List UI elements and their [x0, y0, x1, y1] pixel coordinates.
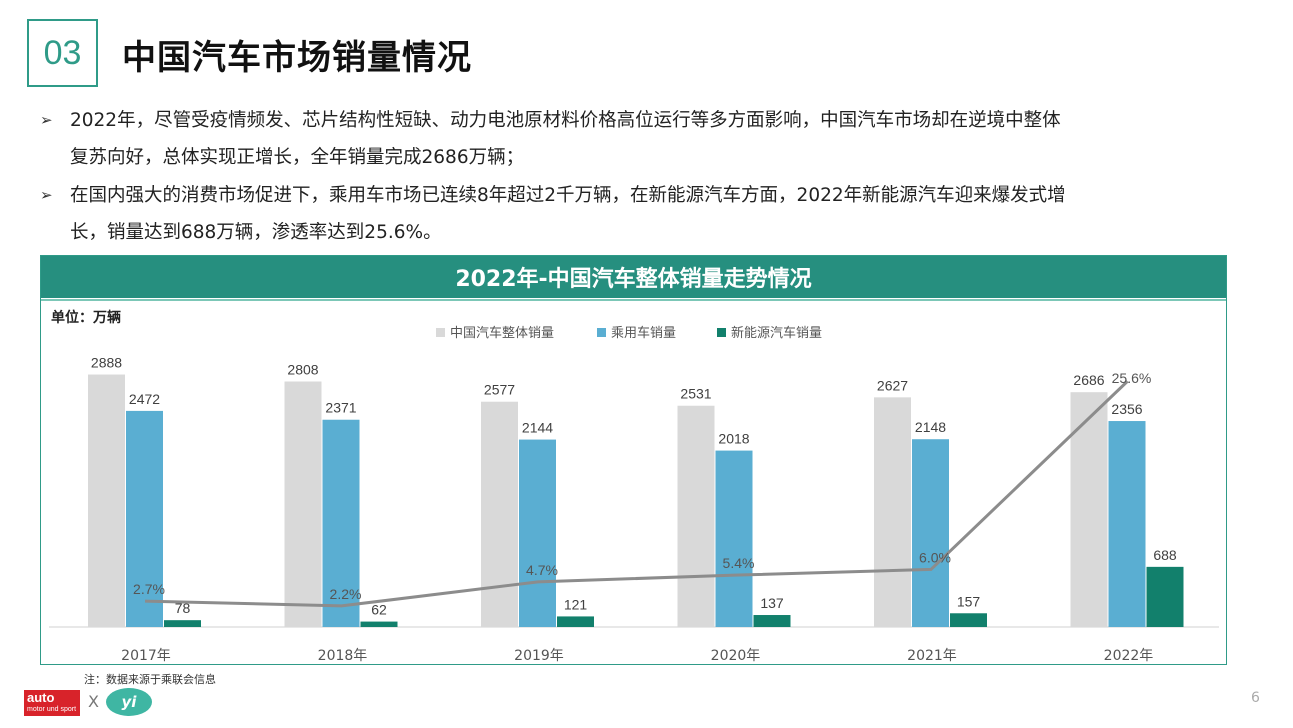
data-label: 2808	[287, 362, 318, 378]
data-label: 121	[564, 596, 588, 612]
bullet-list: ➢ 2022年，尽管受疫情频发、芯片结构性短缺、动力电池原材料价格高位运行等多方…	[40, 102, 1240, 252]
data-label: 2627	[877, 377, 908, 393]
bar-nev	[950, 613, 987, 627]
header-divider	[41, 299, 1226, 301]
bar-total	[874, 397, 911, 627]
legend-swatch-2	[597, 328, 606, 337]
chart-title: 2022年-中国汽车整体销量走势情况	[41, 256, 1226, 298]
data-label: 2686	[1073, 372, 1104, 388]
data-label: 137	[760, 595, 784, 611]
bar-passenger	[1108, 421, 1146, 627]
penetration-line	[144, 380, 1129, 608]
bar-total	[677, 405, 715, 627]
sales-chart: 中国汽车整体销量 乘用车销量 新能源汽车销量 2888 2472 78 2017年 2808 2…	[49, 325, 1219, 664]
x-tick-label: 2020年	[711, 648, 761, 664]
data-label: 2144	[522, 420, 553, 436]
page-number: 6	[1251, 690, 1260, 706]
auto-motor-sport-logo: auto motor und sport	[24, 690, 80, 716]
data-label: 157	[957, 593, 981, 609]
bar-nev	[1146, 566, 1184, 627]
bar-passenger	[519, 439, 556, 627]
unit-label: 单位：万辆	[51, 310, 121, 326]
data-label: 2577	[484, 382, 515, 398]
bar-passenger	[126, 410, 163, 627]
penetration-label: 6.0%	[919, 549, 951, 565]
data-label: 2371	[325, 400, 356, 416]
bar-total	[481, 401, 518, 627]
data-label: 78	[175, 600, 191, 616]
bar-nev	[164, 620, 201, 627]
data-label: 62	[371, 602, 387, 618]
penetration-label: 2.7%	[133, 581, 165, 597]
penetration-label: 2.2%	[330, 586, 362, 602]
data-label: 2472	[129, 391, 160, 407]
bar-nev	[360, 621, 398, 627]
bar-total	[284, 381, 322, 627]
section-number: 03	[27, 19, 98, 87]
x-tick-label: 2022年	[1104, 648, 1154, 664]
bullet-line: 2022年，尽管受疫情频发、芯片结构性短缺、动力电池原材料价格高位运行等多方面影…	[70, 110, 1061, 131]
data-label: 2148	[915, 419, 946, 435]
arrow-bullet-icon: ➢	[40, 111, 53, 129]
penetration-label: 5.4%	[723, 555, 755, 571]
penetration-label: 25.6%	[1112, 370, 1152, 386]
bar-total	[1070, 392, 1108, 627]
data-label: 2356	[1111, 401, 1142, 417]
legend-swatch-1	[436, 328, 445, 337]
data-label: 2018	[718, 431, 749, 447]
footnote: 注：数据来源于乘联会信息	[84, 673, 216, 686]
x-tick-label: 2021年	[907, 648, 957, 664]
logo-subtext: motor und sport	[27, 706, 77, 713]
legend-swatch-3	[717, 328, 726, 337]
logo-separator: X	[88, 692, 99, 711]
bullet-line: 在国内强大的消费市场促进下，乘用车市场已连续8年超过2千万辆，在新能源汽车方面，…	[70, 185, 1066, 206]
bullet-line: 复苏向好，总体实现正增长，全年销量完成2686万辆；	[70, 147, 525, 168]
bullet-line: 长，销量达到688万辆，渗透率达到25.6%。	[70, 222, 442, 243]
page-title: 中国汽车市场销量情况	[122, 38, 472, 78]
bar-passenger	[912, 439, 949, 627]
bullet-item: ➢ 在国内强大的消费市场促进下，乘用车市场已连续8年超过2千万辆，在新能源汽车方…	[40, 177, 1240, 251]
legend-label: 乘用车销量	[611, 325, 676, 341]
x-tick-label: 2019年	[514, 648, 564, 664]
bar-passenger	[322, 419, 360, 627]
logo-text: auto	[27, 690, 55, 705]
arrow-bullet-icon: ➢	[40, 186, 53, 204]
chart-panel: 2022年-中国汽车整体销量走势情况 单位：万辆 中国汽车整体销量 乘用车销量 新能…	[40, 255, 1227, 665]
x-tick-label: 2017年	[121, 648, 171, 664]
data-label: 2531	[680, 386, 711, 402]
data-label: 688	[1153, 547, 1177, 563]
legend-label: 新能源汽车销量	[731, 325, 822, 341]
bar-passenger	[715, 450, 753, 627]
penetration-label: 4.7%	[526, 562, 558, 578]
bar-total	[88, 374, 125, 627]
bar-nev	[753, 615, 791, 627]
legend-label: 中国汽车整体销量	[450, 325, 554, 341]
x-tick-label: 2018年	[318, 648, 368, 664]
yiche-logo: yi	[106, 688, 152, 716]
bullet-item: ➢ 2022年，尽管受疫情频发、芯片结构性短缺、动力电池原材料价格高位运行等多方…	[40, 102, 1240, 176]
data-label: 2888	[91, 355, 122, 371]
bar-nev	[557, 616, 594, 627]
